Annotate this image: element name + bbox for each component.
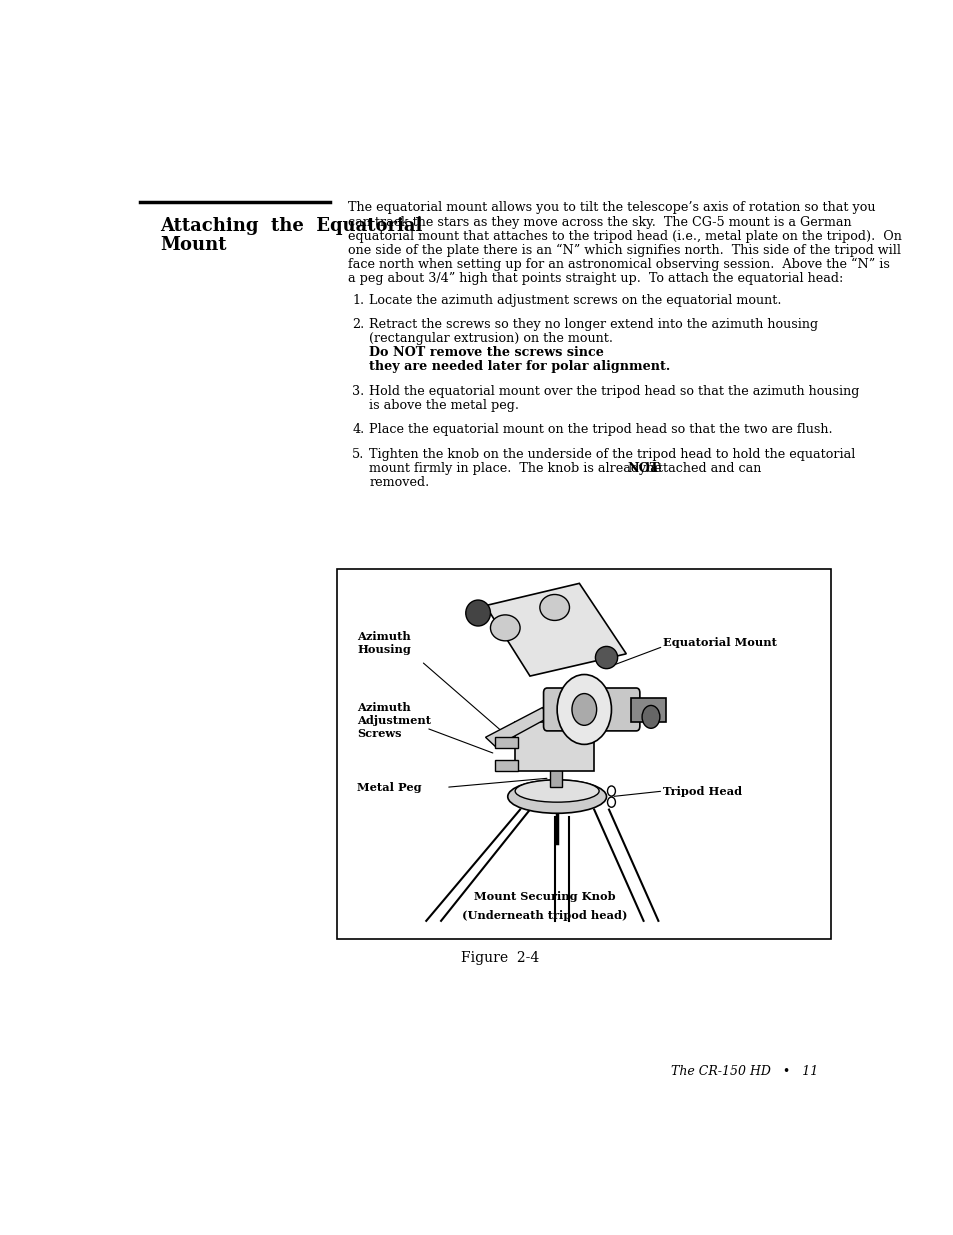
- Text: Do NOT remove the screws since: Do NOT remove the screws since: [369, 346, 603, 359]
- Circle shape: [641, 705, 659, 729]
- Ellipse shape: [465, 600, 490, 626]
- Text: is above the metal peg.: is above the metal peg.: [369, 399, 518, 411]
- Text: can track the stars as they move across the sky.  The CG-5 mount is a German: can track the stars as they move across …: [348, 216, 851, 228]
- Ellipse shape: [515, 781, 598, 803]
- Text: Metal Peg: Metal Peg: [356, 782, 421, 793]
- Text: a peg about 3/4” high that points straight up.  To attach the equatorial head:: a peg about 3/4” high that points straig…: [348, 272, 843, 285]
- FancyBboxPatch shape: [495, 760, 517, 771]
- Text: Attaching  the  Equatorial: Attaching the Equatorial: [160, 216, 422, 235]
- Ellipse shape: [490, 615, 519, 641]
- Text: The equatorial mount allows you to tilt the telescope’s axis of rotation so that: The equatorial mount allows you to tilt …: [348, 201, 875, 215]
- Text: (Underneath tripod head): (Underneath tripod head): [461, 910, 627, 921]
- Text: (rectangular extrusion) on the mount.: (rectangular extrusion) on the mount.: [369, 332, 620, 345]
- Text: Locate the azimuth adjustment screws on the equatorial mount.: Locate the azimuth adjustment screws on …: [369, 294, 781, 306]
- Ellipse shape: [595, 646, 617, 668]
- Text: Tripod Head: Tripod Head: [662, 785, 741, 797]
- Text: Tighten the knob on the underside of the tripod head to hold the equatorial: Tighten the knob on the underside of the…: [369, 448, 855, 461]
- Circle shape: [557, 674, 611, 745]
- Ellipse shape: [507, 781, 606, 814]
- Text: NOT: NOT: [626, 462, 659, 475]
- Text: be: be: [641, 462, 660, 475]
- Circle shape: [607, 785, 615, 797]
- Circle shape: [607, 797, 615, 808]
- Text: 1.: 1.: [352, 294, 364, 306]
- Text: Figure  2-4: Figure 2-4: [460, 951, 538, 966]
- Text: Retract the screws so they no longer extend into the azimuth housing: Retract the screws so they no longer ext…: [369, 319, 818, 331]
- Text: face north when setting up for an astronomical observing session.  Above the “N”: face north when setting up for an astron…: [348, 258, 889, 270]
- Bar: [549, 767, 561, 788]
- Text: 2.: 2.: [352, 319, 364, 331]
- Text: equatorial mount that attaches to the tripod head (i.e., metal plate on the trip: equatorial mount that attaches to the tr…: [348, 230, 902, 242]
- Text: The CR-150 HD   •   11: The CR-150 HD • 11: [670, 1066, 817, 1078]
- Polygon shape: [485, 708, 549, 746]
- Text: 5.: 5.: [352, 448, 364, 461]
- FancyBboxPatch shape: [631, 698, 665, 722]
- Ellipse shape: [539, 594, 569, 620]
- Text: Hold the equatorial mount over the tripod head so that the azimuth housing: Hold the equatorial mount over the tripo…: [369, 385, 859, 398]
- Circle shape: [572, 694, 596, 725]
- Text: Mount: Mount: [160, 236, 226, 253]
- Text: one side of the plate there is an “N” which signifies north.  This side of the t: one side of the plate there is an “N” wh…: [348, 243, 901, 257]
- FancyBboxPatch shape: [543, 688, 639, 731]
- Text: they are needed later for polar alignment.: they are needed later for polar alignmen…: [369, 361, 670, 373]
- Text: mount firmly in place.  The knob is already attached and can: mount firmly in place. The knob is alrea…: [369, 462, 764, 475]
- Text: Equatorial Mount: Equatorial Mount: [662, 637, 777, 648]
- Bar: [337, 568, 830, 940]
- Text: Place the equatorial mount on the tripod head so that the two are flush.: Place the equatorial mount on the tripod…: [369, 424, 832, 436]
- Text: 4.: 4.: [352, 424, 364, 436]
- FancyBboxPatch shape: [515, 722, 594, 771]
- Text: removed.: removed.: [369, 475, 429, 489]
- FancyBboxPatch shape: [495, 737, 517, 748]
- Polygon shape: [485, 583, 625, 676]
- Text: 3.: 3.: [352, 385, 364, 398]
- Text: Mount Securing Knob: Mount Securing Knob: [474, 892, 615, 903]
- Text: Azimuth
Housing: Azimuth Housing: [356, 631, 411, 655]
- Text: Azimuth
Adjustment
Screws: Azimuth Adjustment Screws: [356, 703, 431, 739]
